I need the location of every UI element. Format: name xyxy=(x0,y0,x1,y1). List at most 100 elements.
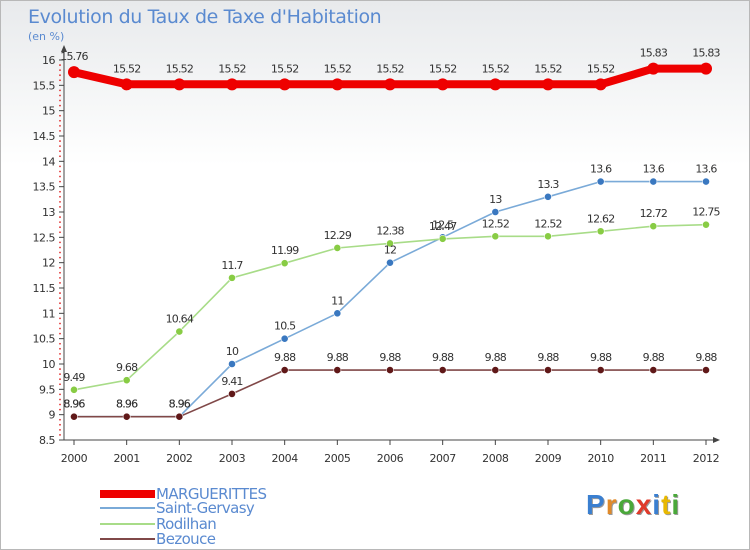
y-minor-tick xyxy=(59,226,61,229)
data-label-bezouce: 9.41 xyxy=(221,375,242,388)
x-tick-label: 2011 xyxy=(640,452,666,465)
x-tick-label: 2005 xyxy=(324,452,351,465)
point-marguerittes xyxy=(700,62,712,75)
point-bezouce xyxy=(333,366,342,374)
y-minor-tick xyxy=(59,241,61,244)
point-bezouce xyxy=(544,366,552,374)
x-tick-label: 2012 xyxy=(693,452,719,465)
y-minor-tick xyxy=(59,251,61,254)
point-bezouce xyxy=(491,366,500,374)
x-tick-label: 2006 xyxy=(377,452,404,465)
point-saint-gervasy xyxy=(280,334,289,343)
y-minor-tick xyxy=(59,114,61,117)
data-label-marguerittes: 15.52 xyxy=(324,62,352,75)
legend-swatch-saint-gervasy xyxy=(100,507,155,509)
y-minor-tick xyxy=(59,271,61,274)
data-label-rodilhan: 11.7 xyxy=(221,259,243,272)
y-minor-tick xyxy=(59,221,61,224)
data-label-saint-gervasy: 12.5 xyxy=(432,218,454,231)
data-label-rodilhan: 9.68 xyxy=(116,361,138,374)
point-marguerittes xyxy=(278,78,291,91)
data-label-saint-gervasy: 12 xyxy=(384,244,396,257)
y-minor-tick xyxy=(59,347,61,350)
data-label-bezouce: 9.88 xyxy=(590,351,612,364)
point-saint-gervasy xyxy=(386,258,394,267)
y-minor-tick xyxy=(59,256,61,259)
y-minor-tick xyxy=(59,69,61,72)
x-tick-label: 2009 xyxy=(535,452,562,465)
x-tick-label: 2000 xyxy=(61,452,88,465)
y-minor-tick xyxy=(59,150,61,153)
data-label-saint-gervasy: 13.6 xyxy=(695,163,717,176)
data-label-marguerittes: 15.52 xyxy=(113,62,141,75)
y-minor-tick xyxy=(59,145,61,148)
data-label-marguerittes: 15.83 xyxy=(640,47,668,60)
y-tick-label: 16 xyxy=(42,54,55,67)
legend-swatch-marguerittes xyxy=(100,490,155,498)
data-label-rodilhan: 12.52 xyxy=(534,217,562,230)
data-label-bezouce: 9.88 xyxy=(695,351,717,364)
data-label-saint-gervasy: 8.96 xyxy=(169,398,191,411)
chart-title: Evolution du Taux de Taxe d'Habitation xyxy=(28,6,382,28)
x-tick-label: 2004 xyxy=(271,452,298,465)
point-rodilhan xyxy=(175,327,184,336)
legend-label-bezouce: Bezouce xyxy=(156,530,216,548)
y-minor-tick xyxy=(59,276,61,279)
y-minor-tick xyxy=(59,428,61,431)
point-bezouce xyxy=(280,366,289,374)
y-minor-tick xyxy=(59,130,61,132)
legend-label-rodilhan: Rodilhan xyxy=(156,515,217,533)
y-minor-tick xyxy=(59,170,61,173)
point-rodilhan xyxy=(438,234,447,243)
x-tick-label: 2008 xyxy=(482,452,509,465)
y-minor-tick xyxy=(59,206,61,208)
point-bezouce xyxy=(70,412,78,421)
point-marguerittes xyxy=(436,78,449,91)
data-label-bezouce: 8.96 xyxy=(116,398,138,411)
point-saint-gervasy xyxy=(491,208,500,216)
y-minor-tick xyxy=(59,358,61,360)
y-minor-tick xyxy=(59,368,61,370)
data-label-saint-gervasy: 13.6 xyxy=(643,163,665,176)
point-bezouce xyxy=(386,366,394,374)
y-tick-label: 15.5 xyxy=(33,79,56,92)
y-minor-tick xyxy=(59,292,61,294)
point-rodilhan xyxy=(333,244,342,252)
point-marguerittes xyxy=(594,78,607,91)
y-minor-tick xyxy=(59,327,61,330)
data-label-saint-gervasy: 10 xyxy=(226,345,239,358)
point-rodilhan xyxy=(228,273,236,282)
y-minor-tick xyxy=(59,317,61,320)
y-tick-label: 10.5 xyxy=(33,333,56,346)
data-label-rodilhan: 10.64 xyxy=(166,313,194,326)
x-tick-label: 2002 xyxy=(166,452,192,465)
y-minor-tick xyxy=(59,165,61,168)
y-minor-tick xyxy=(59,434,61,436)
point-marguerittes xyxy=(331,78,344,91)
data-label-rodilhan: 12.47 xyxy=(429,220,457,233)
data-label-marguerittes: 15.52 xyxy=(376,62,404,75)
y-tick-label: 12.5 xyxy=(33,231,56,244)
data-label-saint-gervasy: 11 xyxy=(331,294,343,307)
y-minor-tick xyxy=(59,64,61,66)
y-minor-tick xyxy=(59,195,61,198)
y-minor-tick xyxy=(59,124,61,127)
x-tick-label: 2007 xyxy=(429,452,456,465)
y-tick-label: 15 xyxy=(42,105,55,118)
data-label-marguerittes: 15.52 xyxy=(166,62,194,75)
data-label-saint-gervasy: 10.5 xyxy=(274,320,296,333)
data-label-bezouce: 9.88 xyxy=(485,351,507,364)
data-label-rodilhan: 11.99 xyxy=(271,244,299,257)
point-saint-gervasy xyxy=(228,360,236,368)
point-marguerittes xyxy=(384,78,396,91)
data-label-bezouce: 9.88 xyxy=(432,351,454,364)
y-tick-label: 14 xyxy=(42,155,55,168)
y-minor-tick xyxy=(59,403,61,406)
data-label-rodilhan: 12.62 xyxy=(587,212,615,225)
data-label-rodilhan: 9.49 xyxy=(63,371,85,384)
data-label-saint-gervasy: 13.6 xyxy=(590,163,612,176)
y-minor-tick xyxy=(59,408,61,411)
y-minor-tick xyxy=(59,94,61,97)
point-marguerittes xyxy=(120,78,133,91)
